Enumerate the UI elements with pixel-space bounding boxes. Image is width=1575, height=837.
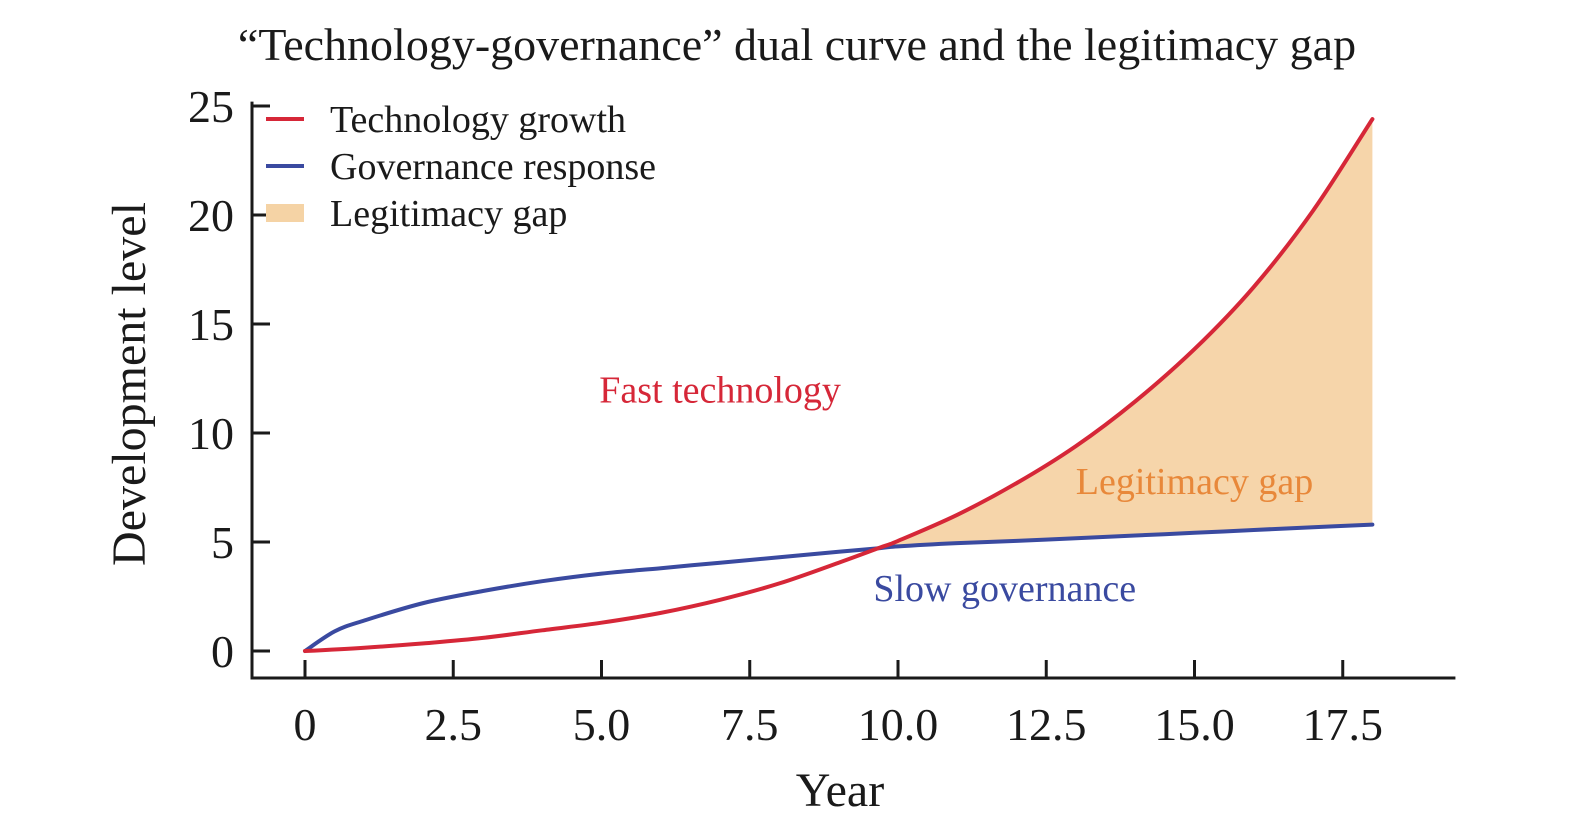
legend-item: Governance response (266, 146, 656, 188)
x-tick-label: 10.0 (858, 699, 939, 750)
axes-layer: 0 5 10 15 20 25 0 2.5 5.0 7.5 10.0 12.5 15.0 17.5 (188, 81, 1456, 750)
annotation-fast-technology: Fast technology (599, 369, 841, 411)
y-tick-label: 0 (211, 626, 234, 677)
legend-label: Legitimacy gap (330, 193, 567, 235)
legend: Technology growth Governance response Legi… (266, 99, 656, 235)
chart-title: “Technology-governance” dual curve and t… (238, 19, 1356, 70)
annotation-legitimacy-gap: Legitimacy gap (1076, 461, 1313, 503)
annotation-layer: Fast technology Legitimacy gap Slow govern… (599, 369, 1313, 609)
y-tick-label: 20 (188, 190, 234, 241)
legend-label: Technology growth (330, 99, 626, 141)
y-tick-label: 25 (188, 81, 234, 132)
series-line-governance-response (303, 522, 1375, 653)
x-tick-label: 17.5 (1303, 699, 1384, 750)
legend-swatch-patch (266, 204, 304, 222)
legend-label: Governance response (330, 146, 656, 188)
x-tick-label: 7.5 (721, 699, 779, 750)
y-tick-label: 15 (188, 299, 234, 350)
fill-layer (880, 119, 1373, 549)
y-axis-label: Development level (103, 202, 156, 566)
x-tick-label: 12.5 (1006, 699, 1087, 750)
x-tick-label: 0 (294, 699, 317, 750)
legend-item: Legitimacy gap (266, 193, 567, 235)
x-axis-label: Year (796, 764, 884, 817)
y-tick-label: 5 (211, 517, 234, 568)
legend-item: Technology growth (266, 99, 626, 141)
legitimacy-gap-area (880, 119, 1373, 549)
x-tick-label: 2.5 (425, 699, 483, 750)
series-line-technology-growth (303, 117, 1375, 653)
x-tick-label: 15.0 (1154, 699, 1235, 750)
annotation-slow-governance: Slow governance (873, 568, 1136, 610)
x-tick-label: 5.0 (573, 699, 631, 750)
y-tick-label: 10 (188, 408, 234, 459)
series-layer (303, 117, 1375, 653)
